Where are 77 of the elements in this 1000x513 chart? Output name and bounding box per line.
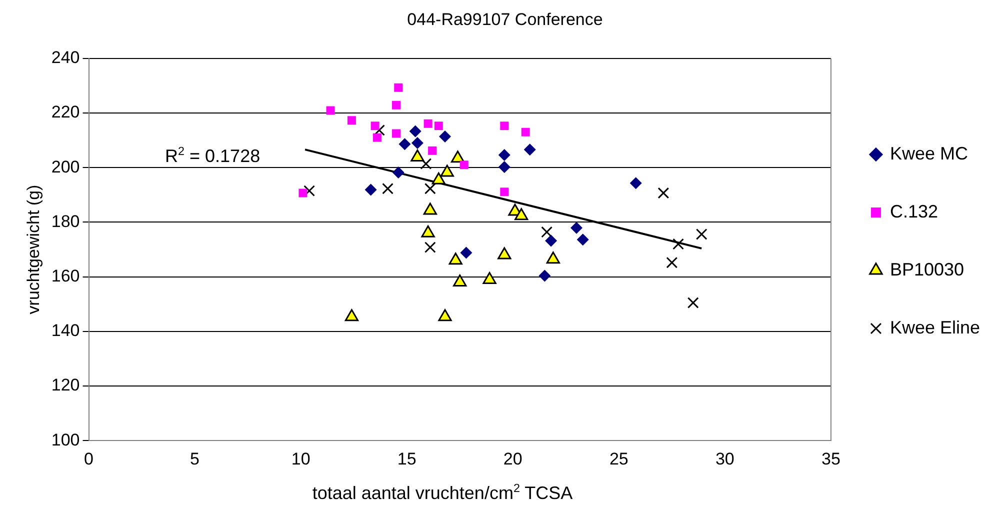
point	[374, 124, 385, 136]
y-tick-label: 220	[51, 102, 80, 122]
point	[344, 309, 359, 322]
point	[424, 182, 436, 194]
y-tick-label: 200	[51, 157, 80, 176]
point	[394, 83, 403, 92]
x-tick-label: 20	[503, 449, 522, 468]
point	[347, 116, 356, 125]
x-axis-title: totaal aantal vruchten/cm$^{2}$ TCSA	[311, 482, 574, 504]
point	[498, 149, 510, 162]
point	[420, 158, 432, 170]
point	[411, 137, 424, 150]
point	[364, 184, 377, 196]
legend-label: Kwee MC	[890, 143, 968, 164]
point	[521, 128, 530, 136]
point	[541, 226, 552, 238]
point	[460, 160, 468, 170]
annotation: R$^{2}$ = 0.1728	[165, 145, 260, 167]
x-tick-label: 35	[821, 449, 840, 468]
point	[304, 185, 315, 197]
x-tick-label: 25	[609, 449, 628, 468]
point	[298, 188, 308, 198]
y-axis-title: vruchtgewicht (g)	[24, 184, 43, 314]
x-tick-label: 15	[397, 449, 416, 468]
point	[424, 119, 432, 128]
x-tick-label: 10	[291, 449, 310, 468]
point	[666, 256, 678, 268]
point	[482, 272, 496, 284]
point	[500, 122, 509, 130]
y-tick-label: 160	[51, 266, 80, 286]
point	[500, 188, 509, 196]
point	[428, 146, 437, 155]
point	[524, 144, 536, 156]
point	[439, 130, 452, 142]
point	[545, 234, 558, 247]
point	[658, 187, 670, 199]
point	[448, 252, 462, 265]
x-tick-label: 30	[715, 449, 734, 468]
point	[498, 247, 512, 260]
point	[392, 166, 404, 179]
point	[460, 246, 472, 259]
chart-title: 044-Ra99107 Conference	[407, 10, 603, 29]
point	[398, 138, 411, 150]
y-tick-label: 100	[51, 430, 80, 450]
point	[672, 238, 684, 250]
legend-label: Kwee Eline	[890, 317, 980, 338]
legend-label: C.132	[890, 201, 938, 222]
point	[453, 274, 467, 287]
point	[370, 122, 380, 130]
point	[438, 309, 452, 322]
y-tick-label: 140	[51, 321, 80, 340]
legend-label: BP10030	[890, 259, 964, 280]
point	[392, 129, 400, 138]
point	[696, 228, 708, 240]
point	[424, 242, 436, 254]
point	[382, 182, 394, 194]
point	[546, 252, 560, 264]
point	[372, 133, 382, 142]
point	[498, 161, 510, 174]
point	[687, 297, 699, 308]
y-tick-label: 120	[51, 376, 80, 395]
y-tick-label: 180	[51, 212, 80, 231]
x-tick-label: 5	[190, 449, 200, 468]
point	[423, 202, 437, 215]
point	[409, 125, 422, 138]
point	[538, 270, 551, 282]
point	[630, 177, 642, 190]
point	[576, 234, 589, 246]
point	[421, 225, 435, 238]
point	[570, 222, 582, 234]
point	[434, 122, 443, 130]
y-tick-label: 240	[51, 48, 80, 68]
x-tick-label: 0	[84, 449, 94, 468]
point	[392, 100, 400, 110]
point	[326, 106, 335, 115]
point	[450, 150, 465, 163]
point	[514, 208, 528, 220]
